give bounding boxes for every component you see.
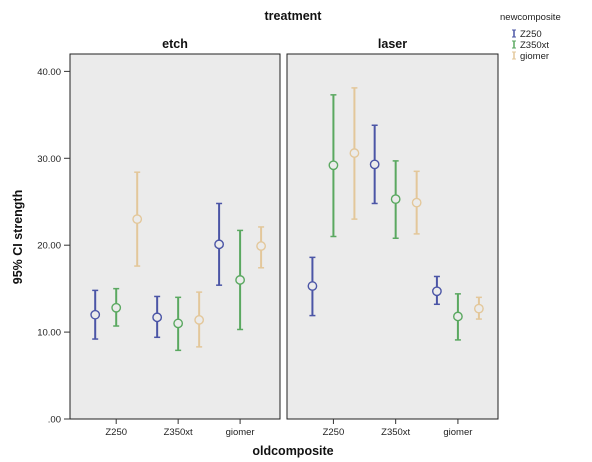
mean-marker [474, 303, 484, 314]
mean-marker [432, 286, 442, 297]
x-tick-label-z350xt: Z350xt [381, 427, 410, 438]
y-tick-label: 30.00 [37, 154, 61, 165]
legend-item-giomer: giomer [512, 51, 549, 62]
mean-marker [214, 239, 225, 250]
legend-title: newcomposite [500, 12, 561, 23]
error-bar-z250 [307, 256, 318, 317]
x-axis-title: oldcomposite [252, 444, 333, 458]
panel-label-etch: etch [162, 37, 188, 51]
y-tick-label: 40.00 [37, 67, 61, 78]
mean-marker [256, 241, 266, 251]
error-bar-z250 [432, 275, 442, 306]
panel-laser [286, 53, 499, 420]
x-tick-label-z350xt: Z350xt [164, 427, 193, 438]
mean-marker [152, 312, 163, 323]
legend-item-z350xt: Z350xt [512, 40, 549, 51]
error-bar-giomer [349, 87, 360, 220]
y-tick-label: 20.00 [37, 241, 61, 252]
error-bar-giomer [411, 170, 422, 235]
mean-marker [194, 315, 205, 325]
error-bar-giomer [194, 291, 205, 348]
y-tick-label: .00 [48, 415, 61, 426]
panel-label-laser: laser [378, 37, 407, 51]
error-bar-giomer [256, 226, 266, 269]
legend-label: Z250 [520, 29, 542, 40]
error-bar-z250 [214, 202, 225, 286]
mean-marker [90, 309, 101, 320]
error-bar-z350xt [235, 229, 246, 331]
error-bar-z350xt [328, 94, 339, 238]
legend-label: giomer [520, 51, 549, 62]
error-bar-z350xt [390, 160, 401, 239]
error-bar-z250 [90, 289, 101, 340]
error-bar-z250 [369, 124, 380, 205]
mean-marker [132, 214, 143, 225]
mean-marker [349, 148, 360, 158]
error-bar-z350xt [111, 287, 122, 327]
y-tick-label: 10.00 [37, 328, 61, 339]
mean-marker [369, 159, 380, 170]
chart-title: treatment [265, 9, 323, 23]
error-bar-giomer [474, 296, 484, 320]
mean-marker [235, 275, 246, 285]
x-tick-label-giomer: giomer [226, 427, 255, 438]
error-bar-z250 [152, 295, 163, 339]
legend-item-z250: Z250 [512, 29, 542, 40]
legend-label: Z350xt [520, 40, 549, 51]
error-bar-z350xt [173, 296, 184, 352]
mean-marker [328, 160, 339, 171]
mean-marker [453, 311, 463, 322]
panel-etch [69, 53, 281, 420]
x-tick-label-z250: Z250 [105, 427, 127, 438]
mean-marker [173, 318, 184, 329]
mean-marker [307, 281, 318, 291]
error-bar-giomer [132, 171, 143, 267]
mean-marker [390, 194, 401, 205]
error-bar-z350xt [453, 293, 463, 341]
x-tick-label-giomer: giomer [443, 427, 472, 438]
mean-marker [111, 302, 122, 313]
x-tick-label-z250: Z250 [323, 427, 345, 438]
mean-marker [411, 197, 422, 208]
y-axis-title: 95% CI strength [11, 190, 25, 284]
